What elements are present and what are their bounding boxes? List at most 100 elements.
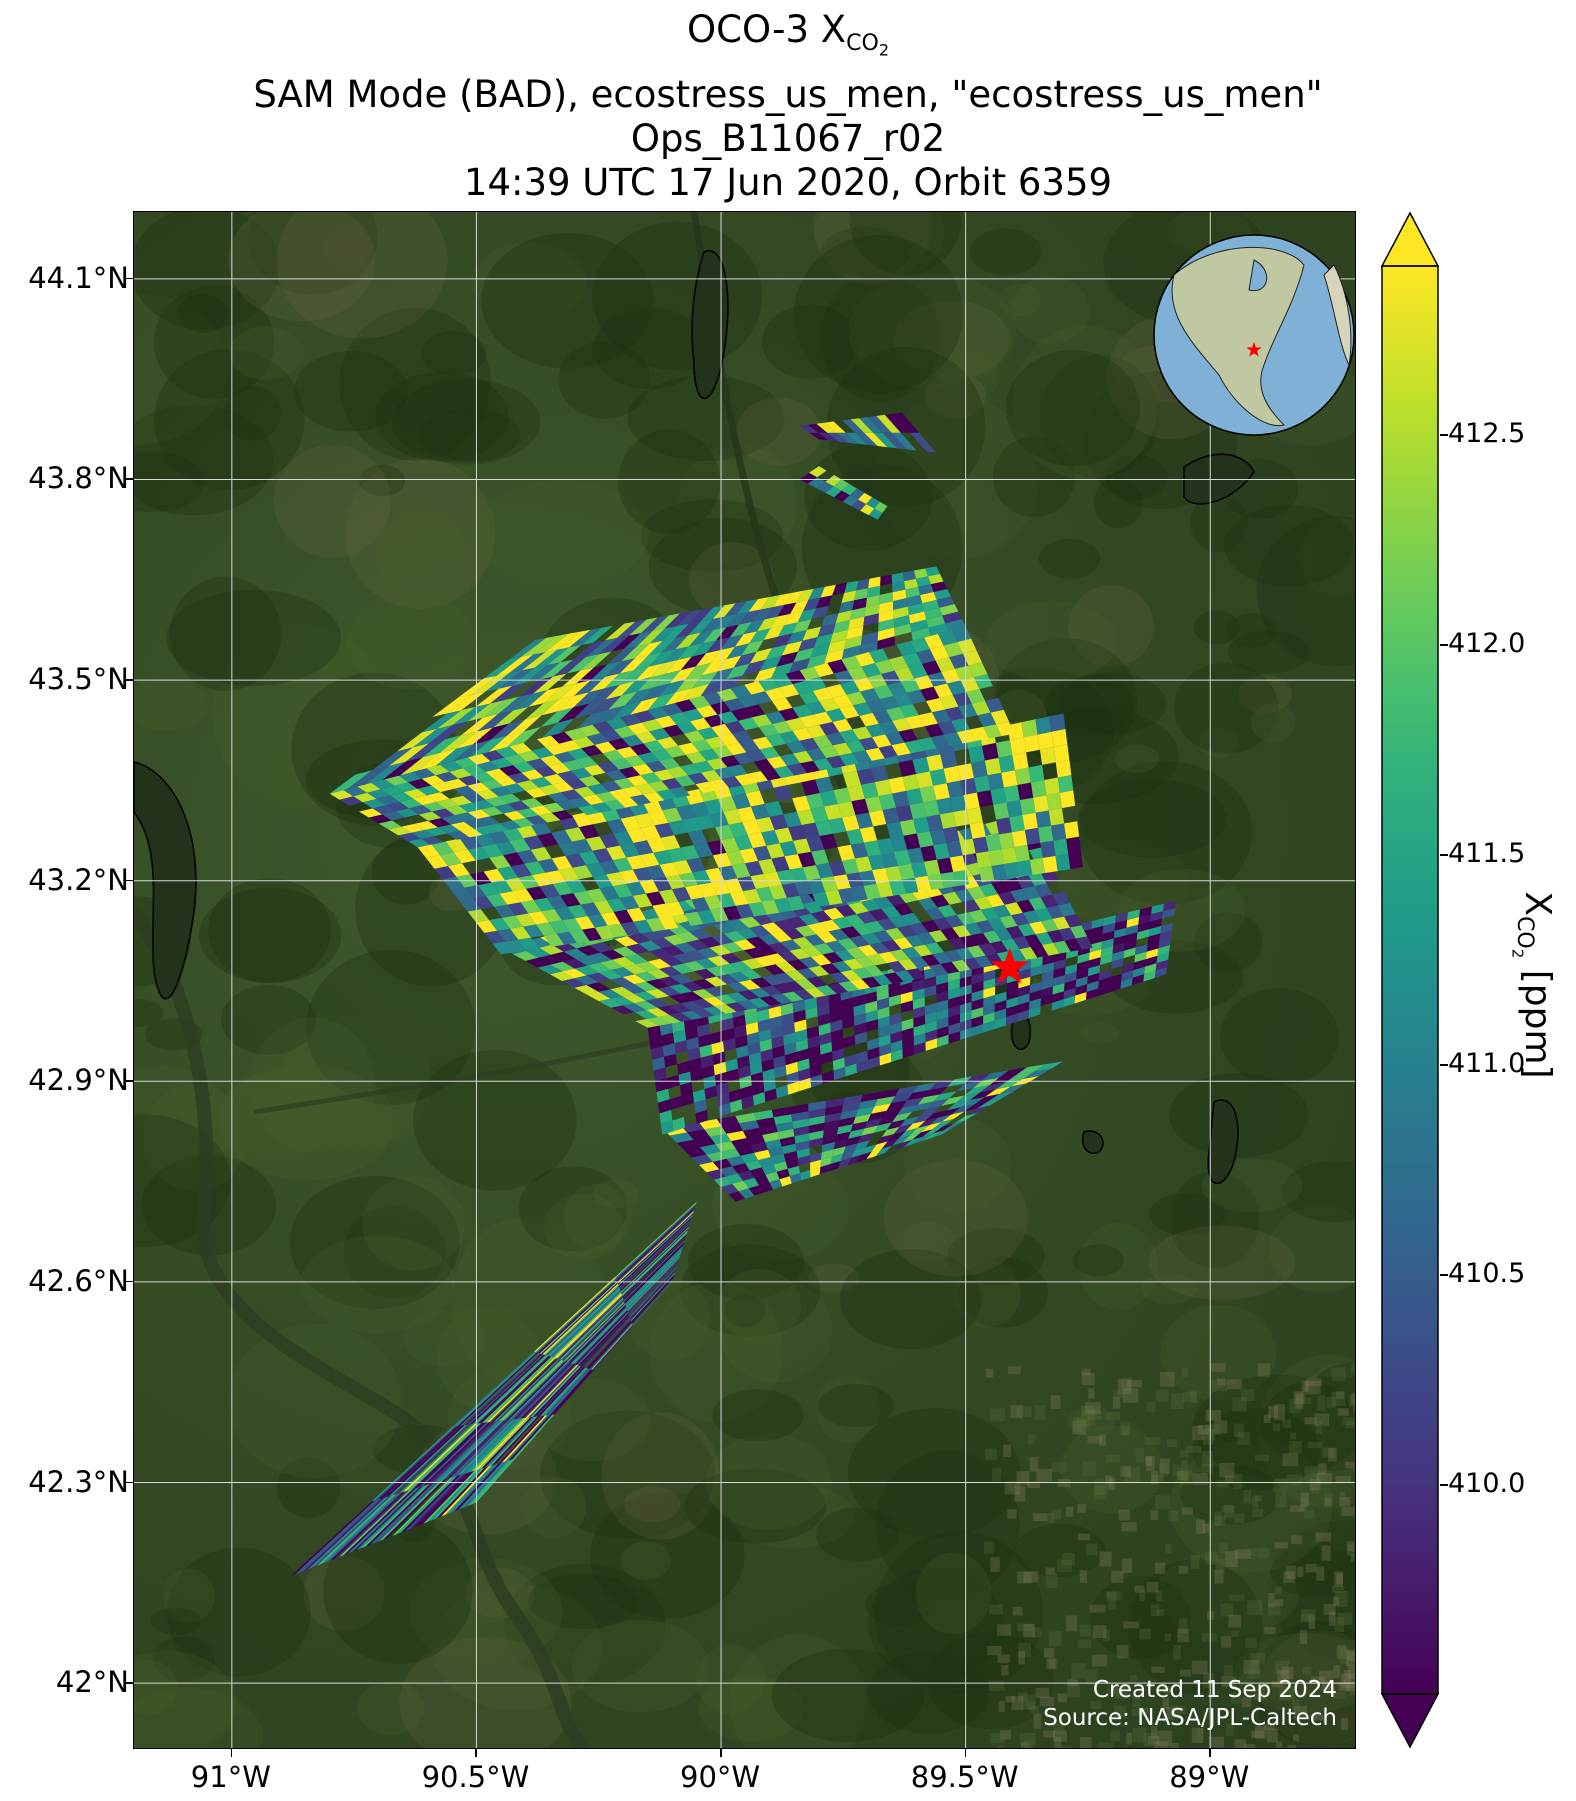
sounding-pixel — [558, 1296, 623, 1360]
map-panel[interactable]: Created 11 Sep 2024 Source: NASA/JPL-Cal… — [133, 211, 1356, 1749]
sounding-pixel — [1012, 936, 1031, 950]
sounding-pixel — [681, 981, 704, 992]
sounding-pixel — [562, 958, 588, 969]
sounding-pixel — [491, 1358, 559, 1422]
sounding-pixel — [607, 923, 628, 938]
sounding-pixel — [575, 1310, 628, 1365]
sounding-pixel — [810, 910, 832, 923]
sounding-pixel — [394, 782, 418, 793]
sounding-pixel — [830, 1029, 844, 1042]
sounding-pixel — [562, 667, 594, 687]
sounding-pixel — [983, 1012, 995, 1025]
sounding-pixel — [971, 1007, 984, 1019]
sounding-pixel — [728, 822, 748, 838]
sounding-pixel — [774, 897, 792, 913]
sounding-pixel — [933, 1123, 955, 1134]
sounding-pixel — [751, 1081, 765, 1096]
sounding-pixel — [635, 663, 663, 682]
sounding-pixel — [606, 898, 627, 912]
sounding-pixel — [537, 832, 559, 847]
sounding-pixel — [878, 1034, 891, 1047]
sounding-pixel — [602, 749, 625, 762]
sounding-pixel — [964, 922, 983, 936]
sounding-pixel — [893, 615, 911, 628]
sounding-pixel — [694, 1099, 707, 1114]
sounding-pixel — [1124, 932, 1138, 943]
sounding-pixel — [498, 793, 521, 804]
sounding-pixel — [1131, 974, 1145, 986]
sounding-pixel — [670, 973, 693, 984]
sounding-pixel — [565, 853, 586, 868]
sounding-pixel — [925, 1038, 938, 1051]
sounding-pixel — [1144, 963, 1157, 975]
sounding-pixel — [832, 916, 853, 929]
sounding-pixel — [541, 695, 575, 716]
sounding-pixel — [620, 713, 642, 727]
sounding-pixel — [1066, 836, 1082, 854]
sounding-pixel — [800, 1170, 811, 1181]
sounding-pixel — [467, 1418, 524, 1473]
sounding-pixel — [537, 1367, 586, 1417]
sounding-pixel — [590, 802, 613, 813]
sounding-pixel — [1111, 950, 1125, 962]
sounding-pixel — [843, 1143, 858, 1154]
sounding-pixel — [581, 625, 614, 645]
sounding-pixel — [1075, 984, 1088, 996]
sounding-pixel — [471, 735, 507, 757]
sounding-pixel — [797, 608, 816, 623]
sounding-pixel — [885, 893, 906, 906]
sounding-pixel — [731, 1138, 751, 1149]
sounding-pixel — [721, 1148, 741, 1159]
lat-tick-mark — [125, 1280, 133, 1283]
sounding-pixel — [872, 868, 890, 884]
sounding-pixel — [545, 743, 568, 755]
sounding-pixel — [739, 739, 760, 753]
sounding-pixel — [716, 974, 739, 985]
sounding-pixel — [793, 647, 814, 663]
sounding-pixel — [1063, 987, 1076, 1000]
sounding-pixel — [591, 1323, 633, 1370]
sounding-pixel — [797, 1058, 810, 1072]
sounding-pixel — [661, 1032, 675, 1047]
colorbar-tick-mark — [1440, 1484, 1448, 1486]
sounding-pixel — [926, 1098, 949, 1109]
sounding-pixel — [662, 623, 689, 641]
sounding-pixel — [499, 1359, 563, 1421]
sounding-pixel — [943, 826, 960, 844]
sounding-pixel — [635, 961, 659, 972]
sounding-pixel — [731, 707, 752, 721]
sounding-pixel — [724, 601, 747, 617]
sounding-pixel — [827, 432, 849, 443]
sounding-pixel — [978, 865, 995, 883]
sounding-pixel — [558, 680, 591, 700]
sounding-pixel — [562, 978, 587, 988]
sounding-pixel — [558, 867, 580, 882]
sounding-pixel — [753, 1109, 774, 1121]
sounding-pixel — [847, 784, 865, 802]
colorbar-label-suffix: [ppm] — [1516, 958, 1558, 1079]
sounding-pixel — [1145, 955, 1158, 967]
sounding-pixel — [878, 618, 895, 632]
sounding-pixel — [671, 963, 694, 974]
lon-tick-label: 90°W — [679, 1760, 761, 1794]
title-sub2: 2 — [878, 40, 889, 60]
sounding-pixel — [614, 726, 636, 739]
sounding-pixel — [686, 1037, 700, 1051]
sounding-pixel — [600, 949, 625, 960]
sounding-pixel — [290, 1500, 376, 1577]
sounding-pixel — [748, 1185, 764, 1196]
sounding-pixel — [553, 656, 586, 677]
sounding-pixel — [756, 1117, 776, 1128]
sounding-pixel — [549, 971, 575, 981]
colorbar-label: XCO2 [ppm] — [1508, 891, 1558, 1078]
sounding-pixel — [878, 793, 896, 810]
sounding-pixel — [578, 724, 601, 737]
sounding-pixel — [723, 809, 743, 825]
swath-1 — [290, 1201, 697, 1577]
sounding-pixel — [945, 619, 966, 632]
sounding-pixel — [623, 1239, 685, 1302]
sounding-pixel — [754, 1149, 771, 1161]
sounding-pixel — [447, 830, 470, 840]
sounding-pixel — [942, 891, 962, 905]
sounding-pixel — [780, 1002, 794, 1016]
